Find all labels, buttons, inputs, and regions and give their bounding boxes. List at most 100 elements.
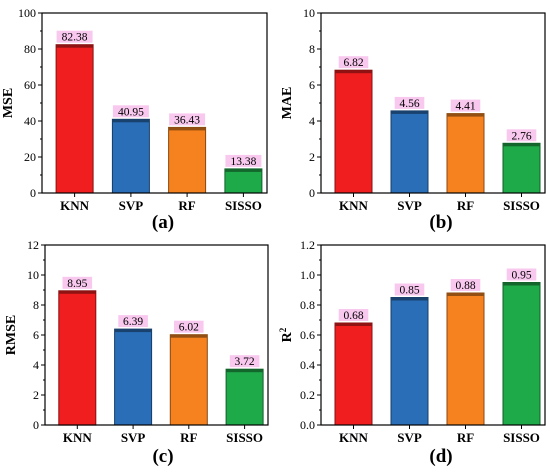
bar-cap-svp [114, 329, 152, 333]
bar-knn [58, 290, 97, 426]
bar-sisso [502, 282, 541, 426]
bar-cap-rf [168, 127, 206, 131]
bar-cap-svp [391, 110, 428, 114]
bar-rf [169, 334, 208, 426]
chart-panel-3: 8.95 KNN 6.39 SVP 6.02 RF 3.72 SISSO 0 2 4 6 8 10 12 RM… [4, 238, 269, 467]
data-label-sisso: 2.76 [511, 130, 531, 142]
bar-rf [446, 113, 485, 194]
bar-cap-sisso [503, 143, 540, 147]
bar-cap-sisso [503, 282, 540, 286]
bar-sisso [225, 368, 264, 426]
panel-label: (d) [429, 446, 452, 467]
data-label-rf: 4.41 [455, 101, 475, 113]
data-label-highlight [338, 56, 369, 69]
y-tick-label: 1.0 [300, 268, 315, 282]
data-label-highlight [112, 105, 149, 118]
bar-rf [168, 126, 207, 194]
data-label-highlight [506, 129, 537, 142]
bar-cap-rf [447, 293, 484, 296]
bar-sisso [224, 168, 263, 194]
bar-knn [334, 322, 373, 426]
y-tick-label: 8 [33, 298, 39, 312]
data-label-highlight [450, 279, 481, 291]
bar-svp [111, 118, 150, 194]
data-label-svp: 0.85 [399, 285, 419, 297]
y-tick-label: 0.2 [300, 388, 315, 402]
bar-cap-rf [447, 113, 484, 117]
y-tick-label: 6 [309, 78, 315, 92]
y-tick-label: 0 [30, 186, 36, 200]
y-tick-label: 0.0 [300, 418, 315, 432]
x-tick-label-svp: SVP [397, 430, 422, 445]
data-label-highlight [169, 113, 206, 126]
x-tick-label-rf: RF [180, 430, 197, 445]
x-tick-label-sisso: SISSO [226, 430, 263, 445]
bar-cap-knn [335, 70, 372, 74]
data-label-knn: 8.95 [67, 278, 87, 290]
data-label-svp: 40.95 [118, 106, 144, 118]
data-label-highlight [394, 283, 425, 296]
bar-cap-sisso [226, 369, 264, 373]
data-label-rf: 6.02 [179, 322, 199, 334]
data-label-sisso: 3.72 [235, 356, 255, 368]
x-tick-label-knn: KNN [339, 430, 369, 445]
data-label-highlight [338, 309, 369, 321]
bar-cap-svp [112, 119, 150, 123]
y-tick-label: 60 [24, 78, 36, 92]
data-label-rf: 36.43 [174, 114, 200, 126]
bar-cap-rf [170, 334, 208, 338]
data-label-svp: 4.56 [399, 98, 419, 110]
y-tick-label: 0 [309, 186, 315, 200]
data-label-highlight [225, 154, 262, 167]
panel-label: (a) [152, 212, 174, 233]
x-tick-label-sisso: SISSO [503, 430, 540, 445]
y-tick-label: 2 [33, 388, 39, 402]
x-tick-label-rf: RF [457, 198, 474, 213]
x-tick-label-rf: RF [457, 430, 474, 445]
y-tick-label: 6 [33, 328, 39, 342]
x-tick-label-svp: SVP [397, 198, 422, 213]
data-label-highlight [62, 276, 93, 289]
panel-label: (b) [429, 212, 452, 233]
data-label-highlight [118, 315, 148, 328]
bar-knn [55, 44, 94, 194]
bar-cap-knn [335, 323, 372, 326]
y-tick-label: 12 [27, 238, 39, 252]
y-axis-label-superscript: 2 [278, 327, 288, 332]
bar-cap-svp [391, 297, 428, 301]
y-axis-label: RMSE [4, 315, 19, 355]
bar-svp [114, 328, 153, 426]
y-tick-label: 0 [33, 418, 39, 432]
chart-panel-4: 0.68 KNN 0.85 SVP 0.88 RF 0.95 SISSO 0.0 0.2 0.4 0.… [278, 238, 546, 467]
y-tick-label: 10 [303, 6, 315, 20]
panel-label: (c) [152, 446, 173, 467]
data-label-sisso: 0.95 [511, 270, 531, 282]
y-tick-label: 0.8 [300, 298, 315, 312]
data-label-highlight [394, 96, 425, 109]
bar-cap-knn [58, 290, 96, 294]
x-tick-label-rf: RF [178, 198, 195, 213]
y-tick-label: 2 [309, 150, 315, 164]
bar-svp [390, 297, 429, 426]
data-label-highlight [174, 320, 204, 333]
y-tick-label: 0.6 [300, 328, 315, 342]
y-tick-label: 1.2 [300, 238, 315, 252]
y-tick-label: 8 [309, 42, 315, 56]
data-label-sisso: 13.38 [230, 156, 256, 168]
bar-rf [446, 292, 485, 426]
bar-cap-sisso [224, 168, 262, 172]
x-tick-label-svp: SVP [121, 430, 146, 445]
bar-svp [390, 110, 429, 194]
y-tick-label: 80 [24, 42, 36, 56]
data-label-highlight [450, 99, 481, 112]
data-label-highlight [229, 355, 260, 368]
y-axis-label: MSE [1, 88, 16, 118]
y-tick-label: 20 [24, 150, 36, 164]
bar-cap-knn [56, 44, 94, 48]
x-tick-label-svp: SVP [119, 198, 144, 213]
data-label-knn: 6.82 [343, 57, 363, 69]
y-tick-label: 0.4 [300, 358, 315, 372]
x-tick-label-knn: KNN [63, 430, 93, 445]
y-tick-label: 100 [18, 6, 36, 20]
